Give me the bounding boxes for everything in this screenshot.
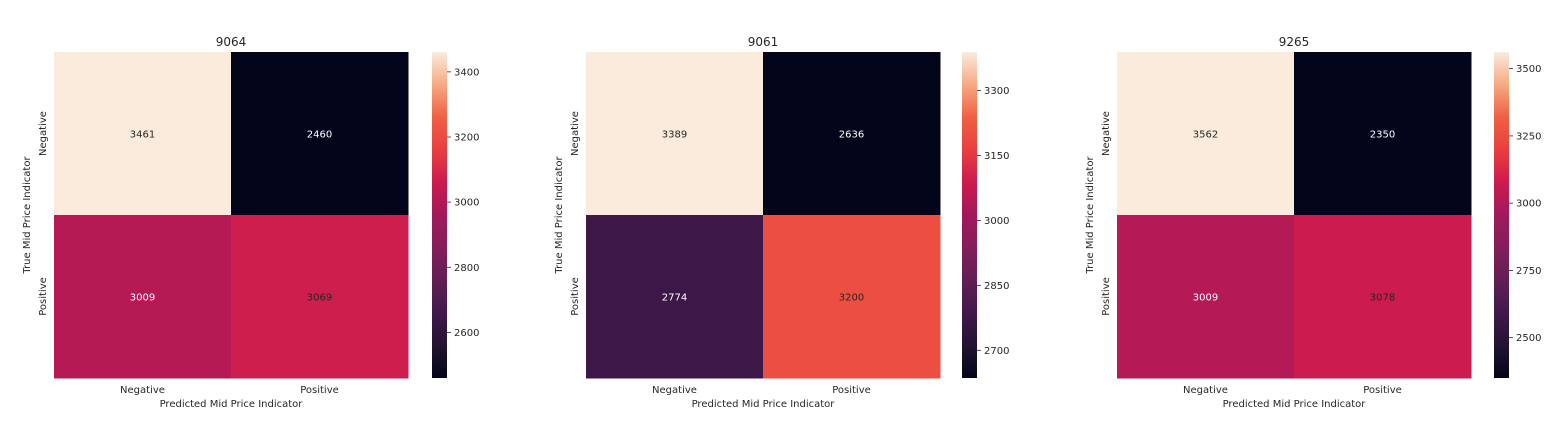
colorbar-tick-label: 3000: [984, 216, 1009, 227]
heatmap-panel-2: 3389 2636 2774 3200 9061 Negative Positive Pred…: [554, 35, 1009, 410]
heatmap-cell: [231, 52, 409, 216]
heatmap-cell: [1117, 52, 1295, 216]
cell-value-label: 2460: [307, 130, 332, 141]
colorbar-gradient: [962, 52, 977, 378]
heatmap-cell: [231, 215, 409, 379]
cell-value-label: 3069: [307, 293, 332, 304]
colorbar-tick-label: 2500: [1516, 333, 1541, 344]
x-tick-label: Positive: [1363, 385, 1402, 396]
y-axis-label: True Mid Price Indicator: [22, 156, 33, 275]
y-tick-label: Positive: [1101, 277, 1112, 316]
panel-title: 9061: [748, 35, 779, 49]
heatmap-cell: [1117, 215, 1295, 379]
colorbar-tick-label: 3000: [1516, 199, 1541, 210]
heatmap-panel-1: 3461 2460 3009 3069 9064 Negative Positive Pred…: [22, 35, 479, 410]
cell-value-label: 3009: [1193, 293, 1218, 304]
cell-value-label: 3461: [130, 130, 155, 141]
y-tick-label: Positive: [570, 277, 581, 316]
cell-value-label: 3389: [662, 130, 687, 141]
y-tick-label: Negative: [38, 111, 49, 156]
heatmap-cell: [54, 52, 232, 216]
y-tick-label: Negative: [570, 111, 581, 156]
panel-title: 9064: [216, 35, 247, 49]
cell-value-label: 3200: [839, 293, 864, 304]
heatmap-cell: [54, 215, 232, 379]
y-axis-label: True Mid Price Indicator: [554, 156, 565, 275]
colorbar-tick-label: 2700: [984, 346, 1009, 357]
colorbar: 2700 2850 3000 3150 3300: [962, 52, 1009, 378]
colorbar-tick-label: 3150: [984, 151, 1009, 162]
cell-value-label: 2350: [1370, 130, 1395, 141]
x-tick-label: Negative: [1183, 385, 1228, 396]
cell-value-label: 3078: [1370, 293, 1395, 304]
colorbar-tick-label: 2800: [454, 263, 479, 274]
x-axis-label: Predicted Mid Price Indicator: [160, 399, 304, 410]
colorbar-tick-label: 3300: [984, 86, 1009, 97]
colorbar: 2600 2800 3000 3200 3400: [432, 52, 479, 378]
heatmap-cell: [586, 215, 764, 379]
colorbar-tick-label: 2750: [1516, 266, 1541, 277]
cell-value-label: 2774: [662, 293, 687, 304]
colorbar-tick-label: 3250: [1516, 131, 1541, 142]
x-tick-label: Negative: [652, 385, 697, 396]
panel-title: 9265: [1279, 35, 1310, 49]
colorbar-gradient: [432, 52, 447, 378]
colorbar-tick-label: 2850: [984, 281, 1009, 292]
colorbar-tick-label: 3200: [454, 133, 479, 144]
colorbar-tick-label: 3000: [454, 198, 479, 209]
colorbar-tick-label: 3400: [454, 67, 479, 78]
colorbar-tick-label: 2600: [454, 328, 479, 339]
x-tick-label: Positive: [832, 385, 871, 396]
heatmap-cell: [1294, 52, 1472, 216]
y-tick-label: Negative: [1101, 111, 1112, 156]
colorbar: 2500 2750 3000 3250 3500: [1494, 52, 1541, 378]
cell-value-label: 2636: [839, 130, 864, 141]
cell-value-label: 3562: [1193, 130, 1218, 141]
heatmap-panel-3: 3562 2350 3009 3078 9265 Negative Positive Pred…: [1085, 35, 1541, 410]
y-axis-label: True Mid Price Indicator: [1085, 156, 1096, 275]
heatmap-cell: [586, 52, 764, 216]
colorbar-gradient: [1494, 52, 1509, 378]
y-tick-label: Positive: [38, 277, 49, 316]
x-tick-label: Negative: [120, 385, 165, 396]
heatmap-cell: [763, 215, 941, 379]
heatmap-cell: [763, 52, 941, 216]
heatmap-cell: [1294, 215, 1472, 379]
colorbar-tick-label: 3500: [1516, 64, 1541, 75]
x-axis-label: Predicted Mid Price Indicator: [1223, 399, 1367, 410]
x-tick-label: Positive: [300, 385, 339, 396]
cell-value-label: 3009: [130, 293, 155, 304]
x-axis-label: Predicted Mid Price Indicator: [692, 399, 836, 410]
